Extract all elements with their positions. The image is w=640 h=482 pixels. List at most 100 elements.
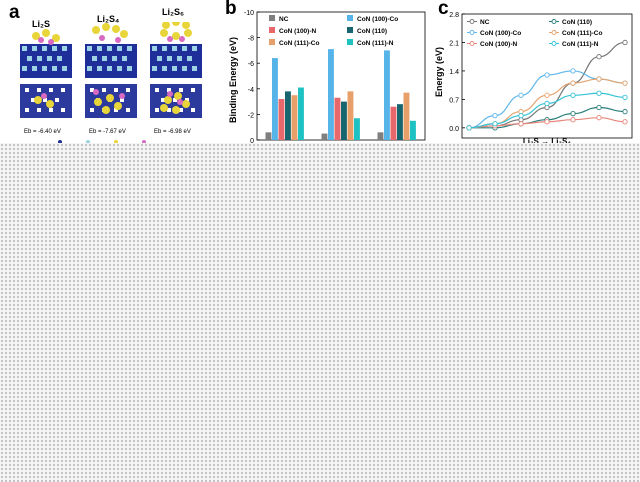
bar xyxy=(410,120,416,140)
slab-side-view-3 xyxy=(150,22,202,78)
binding-energy-label-2: Eb = -7.67 eV xyxy=(89,129,126,135)
b-legend-swatch xyxy=(269,39,275,45)
c-legend-marker xyxy=(551,19,557,24)
series-line xyxy=(468,41,626,129)
slab-top-view-3 xyxy=(150,84,202,118)
data-point xyxy=(518,92,524,98)
data-point xyxy=(622,108,628,115)
data-point xyxy=(544,92,550,98)
data-point xyxy=(570,80,576,86)
c-x-axis-label: Li₂S → Li₂S₄ xyxy=(523,137,571,143)
bar xyxy=(291,95,298,140)
energy-profile-line-chart: Energy (eV) 0.0 0.7 1.4 2.1 2.8 NC CoN (110) C… xyxy=(434,12,633,143)
data-point xyxy=(622,39,628,46)
data-point xyxy=(622,119,628,125)
c-y-tick-label: 0.7 xyxy=(449,97,459,104)
c-legend-label: NC xyxy=(480,19,490,26)
binding-energy-bar-chart: Binding Energy (eV) -10 -8 -6 -4 -2 0 NC CoN (… xyxy=(228,10,426,143)
b-legend-label: NC xyxy=(279,16,289,23)
structure-label-3: Li₂S₆ xyxy=(162,7,185,17)
c-y-tick-label: 2.1 xyxy=(449,40,459,47)
c-legend-label: CoN (110) xyxy=(562,19,592,26)
data-point xyxy=(570,92,576,98)
b-legend-label: CoN (110) xyxy=(357,28,387,35)
slab-top-view-2 xyxy=(85,84,137,118)
data-point xyxy=(570,117,576,123)
c-legend-marker xyxy=(551,30,557,35)
c-legend-label: CoN (111)-Co xyxy=(562,30,602,37)
structure-label-2: Li₂S₄ xyxy=(97,14,120,24)
data-point xyxy=(492,112,498,119)
bar xyxy=(278,99,285,140)
figure: a Li₂S Li₂S₄ Li₂S₆ xyxy=(0,0,640,143)
b-legend-swatch xyxy=(347,15,353,21)
b-y-tick-label: -2 xyxy=(248,112,254,119)
data-point xyxy=(596,76,602,82)
slab-side-view-1 xyxy=(20,29,72,78)
data-point xyxy=(596,115,602,121)
b-y-tick-label: -8 xyxy=(248,36,254,43)
b-y-axis-label: Binding Energy (eV) xyxy=(228,37,238,123)
bar xyxy=(354,118,360,140)
c-plot-frame xyxy=(461,13,633,139)
slab-top-view-1 xyxy=(20,84,72,118)
data-point xyxy=(596,90,602,96)
data-point xyxy=(518,112,524,119)
b-x-tick-label: Li₂S₄ xyxy=(331,142,351,143)
c-y-axis-label: Energy (eV) xyxy=(434,47,444,97)
bar xyxy=(328,49,334,141)
c-legend-label: CoN (111)-N xyxy=(562,41,599,48)
b-y-tick-label: -4 xyxy=(248,87,254,94)
c-legend-label: CoN (100)-Co xyxy=(480,30,521,37)
binding-energy-label-1: Eb = -6.40 eV xyxy=(24,129,61,135)
b-legend-swatch xyxy=(347,27,353,33)
data-point xyxy=(622,80,628,86)
b-legend-swatch xyxy=(269,15,275,21)
data-point xyxy=(596,104,602,111)
c-legend-marker xyxy=(551,41,557,46)
data-point xyxy=(544,119,550,125)
data-point xyxy=(570,68,576,74)
bar xyxy=(377,132,384,140)
binding-energy-label-3: Eb = -6.98 eV xyxy=(154,129,191,135)
dotted-placeholder-area xyxy=(0,143,640,482)
bar xyxy=(334,97,341,140)
bar xyxy=(321,133,328,140)
c-legend-label: CoN (100)-N xyxy=(480,41,518,48)
data-point xyxy=(596,54,602,60)
b-legend-label: CoN (111)-N xyxy=(357,40,394,47)
b-legend-label: CoN (111)-Co xyxy=(279,40,319,47)
b-x-tick-label: Li₂S xyxy=(277,142,294,143)
data-point xyxy=(466,125,472,131)
c-legend-marker xyxy=(469,19,475,24)
b-y-tick-label: -10 xyxy=(244,10,254,17)
c-y-tick-label: 1.4 xyxy=(449,69,459,76)
data-point xyxy=(622,94,628,100)
b-legend-label: CoN (100)-N xyxy=(279,28,317,35)
bar xyxy=(285,91,291,140)
panel-a-letter: a xyxy=(9,2,20,23)
structure-label-1: Li₂S xyxy=(32,19,50,29)
data-point xyxy=(492,121,498,127)
bar xyxy=(384,50,390,140)
bar xyxy=(298,87,304,140)
bar xyxy=(272,58,278,140)
data-point xyxy=(518,121,524,127)
molecular-structures xyxy=(20,22,202,118)
c-legend-marker xyxy=(469,41,475,46)
c-y-tick-label: 0.0 xyxy=(449,126,459,133)
bar xyxy=(397,104,403,140)
bar xyxy=(347,91,354,140)
data-point xyxy=(544,72,550,78)
b-legend-label: CoN (100)-Co xyxy=(357,16,398,23)
b-y-tick-label: -6 xyxy=(248,61,254,68)
panel-b-letter: b xyxy=(225,0,237,19)
bar xyxy=(390,106,397,140)
atom-legend xyxy=(58,140,146,143)
bar xyxy=(341,101,347,140)
b-y-tick-label: 0 xyxy=(250,138,254,143)
c-y-tick-label: 2.8 xyxy=(449,12,459,19)
b-x-tick-label: Li₂S₆ xyxy=(387,142,407,143)
c-legend-marker xyxy=(469,30,475,35)
panel-c-letter: c xyxy=(438,0,449,19)
